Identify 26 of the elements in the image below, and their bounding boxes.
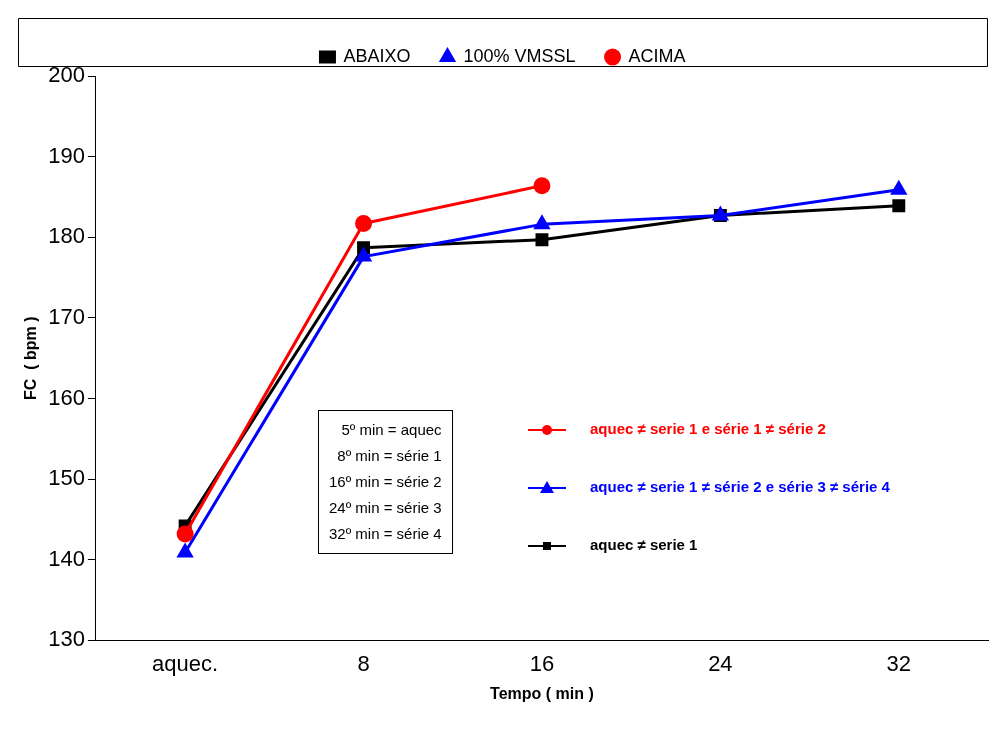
x-tick-label: aquec. <box>152 650 219 676</box>
legend-label: ACIMA <box>628 45 686 66</box>
legend-label: ABAIXO <box>343 45 411 66</box>
x-tick-label: 8 <box>357 650 370 676</box>
annotation: aquec ≠ serie 1 e série 1 ≠ série 2 <box>590 420 826 437</box>
annotation: aquec ≠ serie 1 ≠ série 2 e série 3 ≠ série 4 <box>590 478 890 495</box>
y-tick-label: 160 <box>48 384 85 410</box>
annotation: 32º min = série 4 <box>329 524 442 544</box>
annotation: aquec ≠ serie 1 <box>590 536 698 553</box>
annotation: 24º min = série 3 <box>329 498 442 518</box>
annotation: 16º min = série 2 <box>329 472 442 492</box>
annotation: 5º min = aquec <box>340 420 442 440</box>
y-axis-title: FC ( bpm ) <box>22 316 40 400</box>
y-tick-label: 200 <box>48 62 85 88</box>
y-tick-label: 150 <box>48 465 85 491</box>
y-tick-label: 140 <box>48 545 85 571</box>
y-tick-label: 170 <box>48 303 85 329</box>
x-tick-label: 32 <box>886 650 912 676</box>
x-tick-label: 16 <box>529 650 555 676</box>
x-tick-label: 24 <box>708 650 733 676</box>
y-tick-label: 130 <box>48 626 85 652</box>
y-tick-label: 190 <box>48 142 85 168</box>
y-tick-label: 180 <box>48 223 85 249</box>
legend-label: 100% VMSSL <box>463 45 576 66</box>
annotation: 8º min = série 1 <box>336 446 442 466</box>
x-axis-title: Tempo ( min ) <box>490 684 594 702</box>
